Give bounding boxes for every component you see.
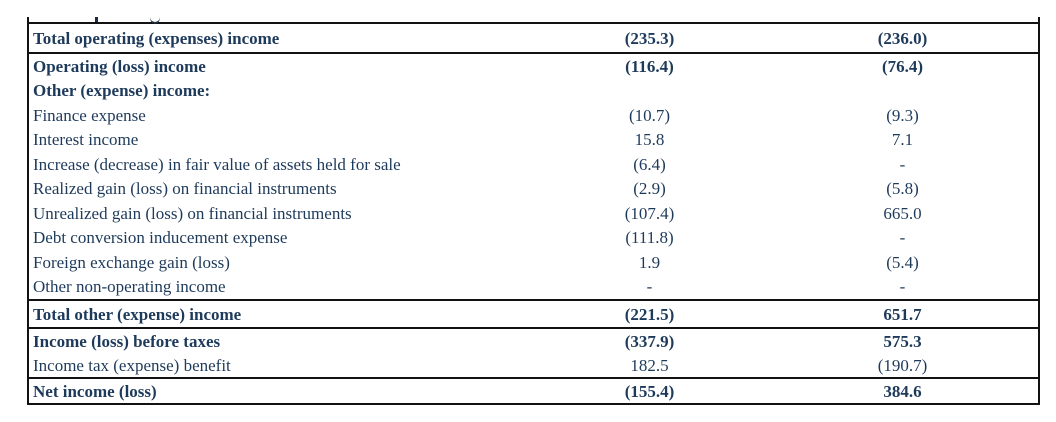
table-row: Unrealized gain (loss) on financial inst…: [29, 201, 1038, 226]
row-label: Income tax (expense) benefit: [33, 355, 231, 375]
row-label: Other (expense) income:: [33, 81, 211, 101]
table-row: Operating (loss) income (116.4) (76.4): [29, 54, 1038, 79]
table-row: Interest income 15.8 7.1: [29, 128, 1038, 153]
row-amount-col1: (155.4): [624, 381, 675, 401]
table-row: Debt conversion inducement expense (111.8…: [29, 226, 1038, 251]
row-label: Total other (expense) income: [33, 304, 242, 324]
row-label: Debt conversion inducement expense: [33, 228, 288, 248]
row-amount-col2: (76.4): [881, 56, 924, 76]
row-amount-col1: (221.5): [624, 304, 675, 324]
income-table-rows: Total operating (expenses) income (235.3)…: [29, 24, 1038, 403]
row-amount-col1: 182.5: [630, 355, 669, 375]
row-amount-col1: (10.7): [628, 105, 671, 125]
table-row: Other non-operating income - -: [29, 275, 1038, 300]
row-amount-col1: 15.8: [634, 130, 665, 150]
row-label: Interest income: [33, 130, 139, 150]
row-amount-col2: 665.0: [883, 203, 922, 223]
table-row: Other (expense) income:: [29, 79, 1038, 104]
row-label: Unrealized gain (loss) on financial inst…: [33, 203, 352, 223]
table-rule: [29, 377, 1038, 379]
row-amount-col1: (2.9): [633, 179, 666, 199]
table-row: Finance expense (10.7) (9.3): [29, 103, 1038, 128]
row-label: Other non-operating income: [33, 277, 226, 297]
row-amount-col1: (337.9): [624, 331, 675, 351]
row-amount-col1: -: [646, 277, 653, 297]
row-amount-col1: (116.4): [625, 56, 674, 76]
row-amount-col2: (236.0): [877, 28, 928, 48]
row-amount-col1: 1.9: [638, 252, 661, 272]
table-row: Total operating (expenses) income (235.3)…: [29, 24, 1038, 52]
row-amount-col2: (5.4): [886, 252, 919, 272]
table-row: Income (loss) before taxes (337.9) 575.3: [29, 329, 1038, 353]
row-label: Foreign exchange gain (loss): [33, 252, 230, 272]
row-label: Increase (decrease) in fair value of ass…: [33, 154, 401, 174]
table-row: Income tax (expense) benefit 182.5 (190.7): [29, 353, 1038, 377]
row-amount-col1: (111.8): [625, 228, 674, 248]
row-label: Finance expense: [33, 105, 146, 125]
table-row: Net income (loss) (155.4) 384.6: [29, 379, 1038, 403]
row-amount-col2: 384.6: [883, 381, 922, 401]
row-label: Operating (loss) income: [33, 56, 206, 76]
cropped-text-fragment: [150, 17, 160, 24]
row-amount-col2: -: [899, 154, 906, 174]
row-amount-col2: -: [899, 228, 906, 248]
income-statement-table: Total operating (expenses) income (235.3)…: [27, 17, 1040, 405]
row-amount-col1: (6.4): [633, 154, 666, 174]
table-rule: [29, 299, 1038, 301]
table-rule: [29, 327, 1038, 329]
row-amount-col2: (5.8): [886, 179, 919, 199]
row-amount-col2: -: [899, 277, 906, 297]
table-top-border: [29, 22, 1038, 24]
table-rule: [29, 52, 1038, 54]
row-amount-col1: (107.4): [624, 203, 675, 223]
row-label: Net income (loss): [33, 381, 157, 401]
row-amount-col2: 575.3: [883, 331, 922, 351]
row-amount-col1: (235.3): [624, 28, 675, 48]
row-amount-col2: (190.7): [877, 355, 928, 375]
row-amount-col2: 651.7: [883, 304, 922, 324]
table-row: Increase (decrease) in fair value of ass…: [29, 152, 1038, 177]
row-amount-col2: (9.3): [886, 105, 919, 125]
row-label: Total operating (expenses) income: [33, 28, 280, 48]
cropped-row-remnant: [29, 17, 1038, 24]
row-amount-col2: 7.1: [891, 130, 914, 150]
table-row: Realized gain (loss) on financial instru…: [29, 177, 1038, 202]
cropped-text-fragment: [95, 17, 98, 22]
table-row: Foreign exchange gain (loss) 1.9 (5.4): [29, 250, 1038, 275]
row-label: Realized gain (loss) on financial instru…: [33, 179, 337, 199]
row-label: Income (loss) before taxes: [33, 331, 221, 351]
table-row: Total other (expense) income (221.5) 651.7: [29, 301, 1038, 327]
